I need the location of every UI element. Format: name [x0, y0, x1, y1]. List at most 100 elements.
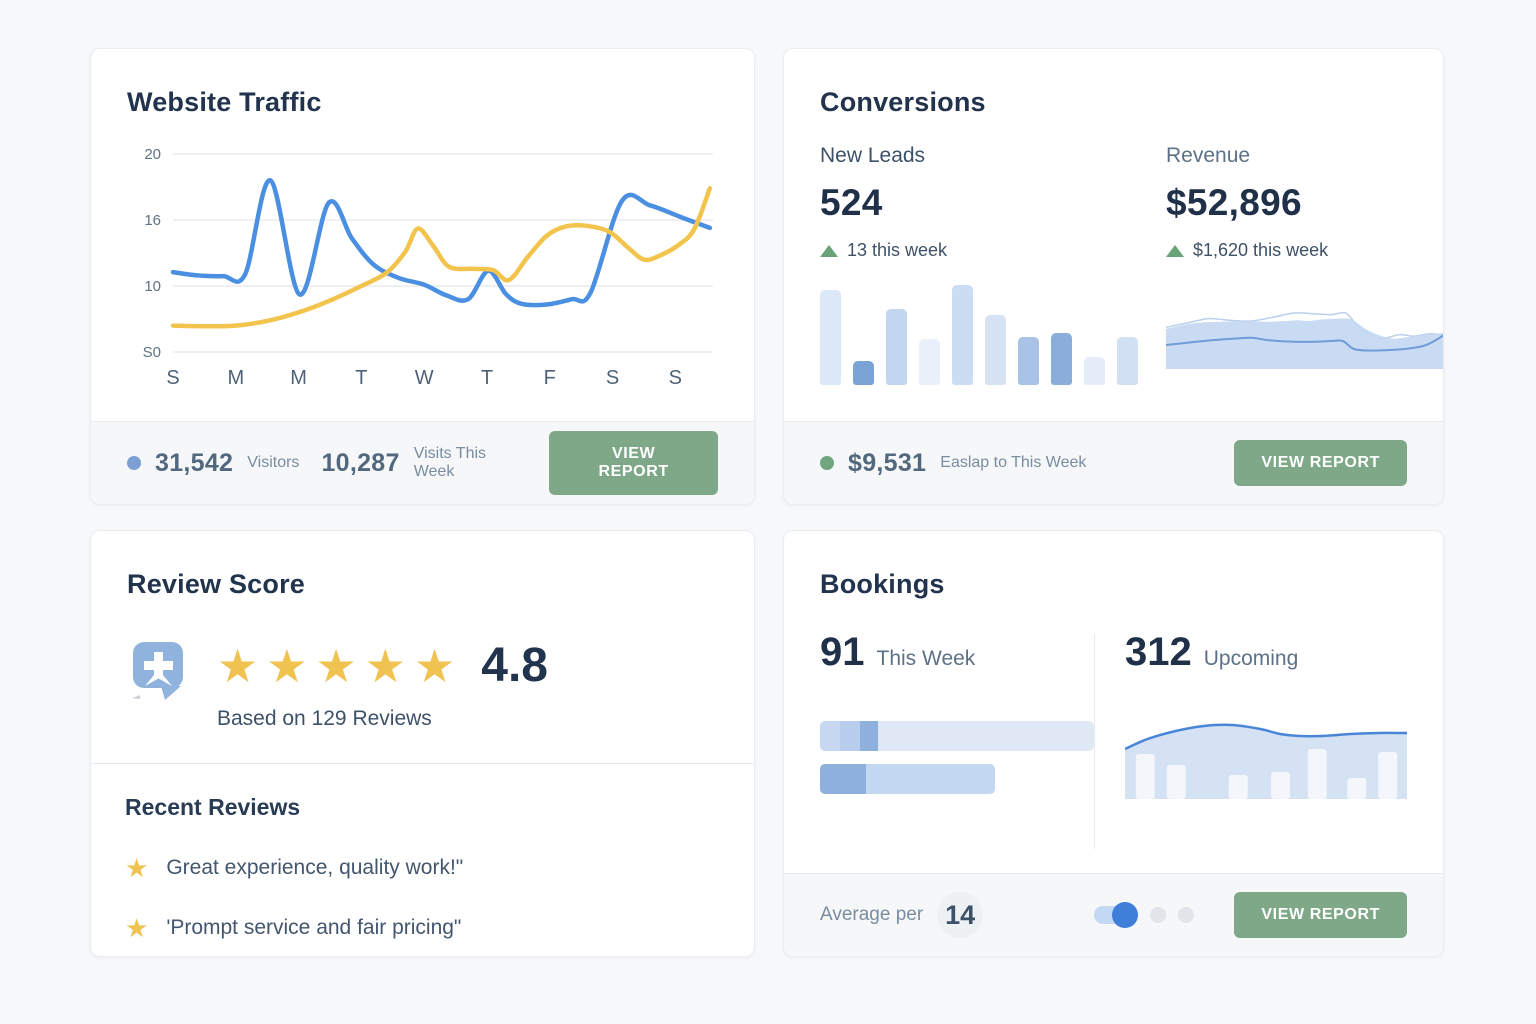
star-row: ★ ★ ★ ★ ★	[217, 643, 463, 689]
pagination-dots	[1094, 902, 1195, 928]
bookings-week-value: 91	[820, 630, 865, 674]
card-title-bookings: Bookings	[820, 569, 945, 599]
leads-bar	[820, 290, 841, 385]
svg-text:M: M	[290, 367, 307, 389]
star-icon: ★	[266, 639, 308, 692]
bookings-upcoming-value: 312	[1125, 630, 1192, 674]
conversion-total-label: Easlap to This Week	[940, 454, 1087, 471]
view-report-button-traffic[interactable]: VIEW REPORT	[549, 431, 718, 495]
view-report-button-conversions[interactable]: VIEW REPORT	[1234, 440, 1407, 486]
star-icon: ★	[125, 913, 149, 943]
bookings-body: 91 This Week 312 Upcoming	[784, 600, 1443, 873]
pagination-dot-active[interactable]	[1094, 902, 1139, 928]
svg-text:T: T	[355, 367, 367, 389]
review-item: ★ 'Prompt service and fair pricing"	[91, 915, 754, 941]
star-icon: ★	[364, 639, 406, 692]
star-icon: ★	[125, 853, 149, 883]
svg-text:W: W	[415, 367, 434, 389]
revenue-change: $1,620 this week	[1166, 240, 1443, 261]
legend-dot-icon	[127, 456, 141, 470]
pagination-dot[interactable]	[1150, 907, 1167, 923]
bookings-progress-bars	[820, 721, 1095, 794]
review-item: ★ Great experience, quality work!"	[91, 855, 754, 881]
leads-bar	[919, 339, 940, 385]
card-title-traffic: Website Traffic	[127, 87, 322, 117]
score-value: 4.8	[481, 639, 548, 692]
new-leads-change-text: 13 this week	[847, 240, 948, 260]
leads-bar	[952, 285, 973, 385]
recent-reviews-title: Recent Reviews	[125, 794, 301, 820]
revenue-column: Revenue $52,896 $1,620 this week	[1138, 144, 1443, 421]
average-per-label: Average per	[820, 904, 924, 925]
leads-bar	[853, 361, 874, 385]
svg-text:S: S	[606, 367, 619, 389]
new-leads-label: New Leads	[820, 144, 926, 167]
visitors-value: 31,542	[155, 448, 234, 477]
visits-label: Visits This Week	[413, 445, 487, 480]
leads-bar	[1018, 337, 1039, 385]
section-divider	[91, 763, 754, 764]
traffic-chart: 20 16 10 S0 S M M T W T F S S	[143, 146, 713, 389]
vertical-divider	[1094, 634, 1095, 849]
visitors-label: Visitors	[247, 454, 300, 471]
review-text: Great experience, quality work!"	[166, 856, 464, 879]
svg-text:M: M	[227, 367, 244, 389]
star-icon: ★	[315, 639, 357, 692]
leads-bar	[886, 309, 907, 385]
based-on-text: Based on 129 Reviews	[217, 707, 432, 730]
svg-text:10: 10	[144, 278, 161, 295]
conversions-body: New Leads 524 13 this week Revenue $52,8…	[784, 118, 1443, 421]
traffic-chart-wrap: 20 16 10 S0 S M M T W T F S S	[91, 118, 754, 401]
increase-arrow-icon	[1166, 244, 1184, 257]
star-icon: ★	[414, 639, 456, 692]
conversion-total-value: $9,531	[848, 448, 927, 477]
average-per-value: 14	[937, 892, 984, 938]
view-report-button-bookings[interactable]: VIEW REPORT	[1234, 892, 1407, 938]
svg-text:T: T	[481, 367, 493, 389]
card-title-reviews: Review Score	[127, 569, 305, 599]
revenue-label: Revenue	[1166, 144, 1251, 167]
traffic-footer: 31,542 Visitors 10,287 Visits This Week …	[91, 421, 754, 504]
website-traffic-card: Website Traffic 20 16 10 S0 S M M T W T F S S 31,542…	[90, 48, 755, 505]
bookings-week-label: This Week	[876, 647, 976, 670]
progress-bar	[820, 764, 996, 794]
bookings-card: Bookings 91 This Week 312 Upcoming Avera…	[783, 530, 1444, 957]
svg-text:F: F	[544, 367, 556, 389]
revenue-value: $52,896	[1166, 182, 1302, 223]
leads-bar	[1117, 337, 1138, 385]
bookings-upcoming-column: 312 Upcoming	[1095, 630, 1408, 873]
new-leads-value: 524	[820, 182, 883, 223]
svg-text:S: S	[166, 367, 179, 389]
conversions-footer: $9,531 Easlap to This Week VIEW REPORT	[784, 421, 1443, 504]
increase-arrow-icon	[820, 244, 838, 257]
new-leads-column: New Leads 524 13 this week	[820, 144, 1138, 421]
revenue-change-text: $1,620 this week	[1193, 240, 1329, 260]
visits-value: 10,287	[321, 448, 400, 477]
review-text: 'Prompt service and fair pricing"	[166, 916, 462, 939]
conversions-card: Conversions New Leads 524 13 this week R…	[783, 48, 1444, 505]
card-title-conversions: Conversions	[820, 87, 986, 117]
upcoming-area-chart	[1124, 723, 1408, 799]
review-score-card: Review Score ★ ★ ★ ★ ★ 4.8 Based on 129 Revi…	[90, 530, 755, 957]
review-bubble-icon	[132, 642, 183, 700]
svg-text:S: S	[669, 367, 682, 389]
leads-bar	[985, 315, 1006, 385]
svg-text:16: 16	[144, 212, 161, 229]
leads-bar	[1084, 357, 1105, 385]
legend-dot-icon	[820, 456, 834, 470]
bookings-week-column: 91 This Week	[820, 630, 1095, 873]
progress-bar	[820, 721, 1095, 751]
new-leads-change: 13 this week	[820, 240, 1138, 261]
leads-bar-chart	[820, 285, 1138, 385]
revenue-area-chart	[1165, 311, 1443, 369]
pagination-dot[interactable]	[1178, 907, 1195, 923]
stars-block: ★ ★ ★ ★ ★ 4.8 Based on 129 Reviews	[217, 638, 548, 731]
star-icon: ★	[217, 639, 259, 692]
bookings-footer: Average per 14 VIEW REPORT	[784, 873, 1443, 956]
bookings-upcoming-label: Upcoming	[1203, 647, 1299, 670]
leads-bar	[1051, 333, 1072, 385]
svg-text:S0: S0	[143, 344, 161, 361]
review-score-row: ★ ★ ★ ★ ★ 4.8 Based on 129 Reviews	[91, 600, 754, 731]
svg-text:20: 20	[144, 146, 161, 163]
